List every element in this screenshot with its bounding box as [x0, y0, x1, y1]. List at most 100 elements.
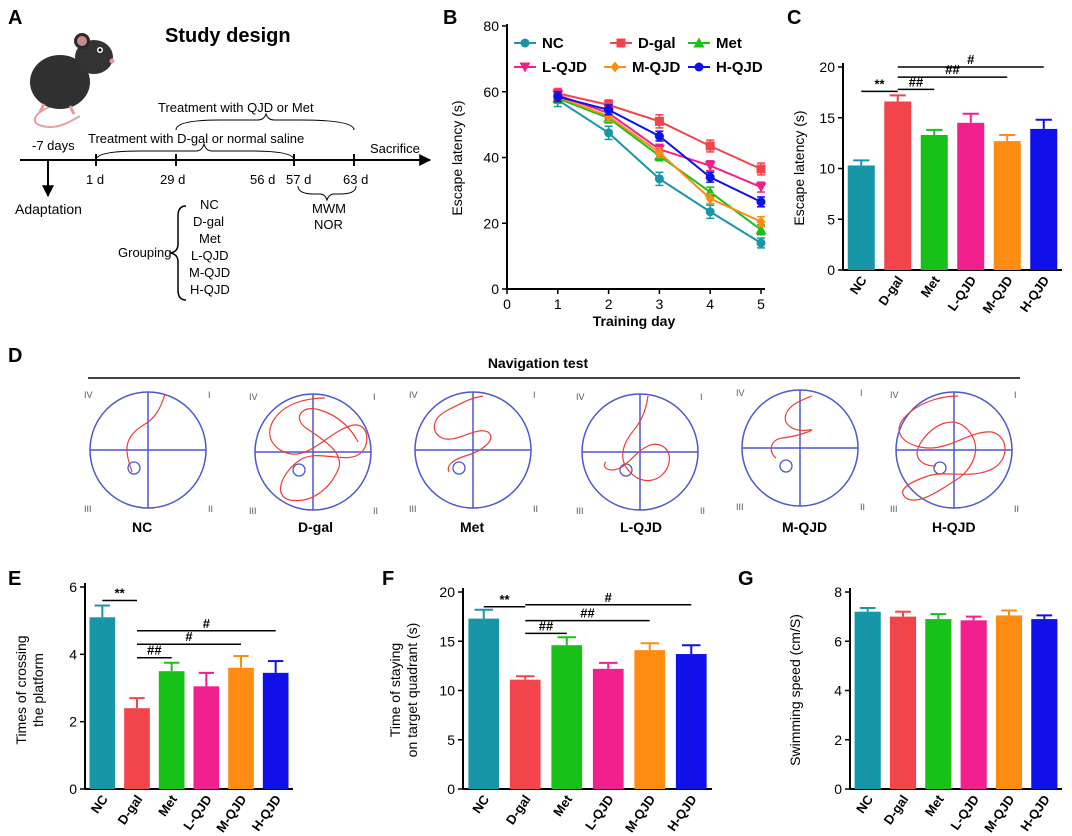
data-point — [654, 147, 664, 159]
significance-label: ## — [945, 62, 960, 77]
legend-item-hqjd: H-QJD — [688, 59, 763, 76]
quadrant-label: IV — [890, 390, 899, 400]
data-point — [616, 38, 626, 48]
x-tick-label: M-QJD — [979, 273, 1015, 316]
swim-track — [603, 395, 670, 482]
x-tick-label: L-QJD — [947, 792, 982, 833]
bar-nc — [89, 617, 116, 789]
maze-label: Met — [460, 519, 484, 535]
x-tick-label: D-gal — [875, 273, 906, 308]
quadrant-label: II — [533, 504, 538, 514]
x-tick-label: D-gal — [115, 792, 146, 827]
data-point — [705, 193, 715, 205]
escape-latency-bar-chart: Escape latency (s) 0 5 10 15 20 NC D-gal Met L-Q… — [791, 52, 1062, 316]
significance-label: ** — [874, 76, 885, 91]
x-tick-label: H-QJD — [249, 792, 284, 834]
y-tick-label: 0 — [491, 281, 499, 297]
x-tick-label: Met — [922, 792, 948, 819]
significance-label: # — [967, 52, 975, 67]
x-tick-label: Met — [550, 792, 576, 819]
platform-marker — [452, 461, 466, 475]
chart-g-ylabel: Swimming speed (cm/S) — [787, 614, 803, 766]
quadrant-label: III — [736, 502, 744, 512]
bar-hqjd — [1030, 128, 1058, 270]
swim-track — [433, 395, 492, 473]
x-tick-label: L-QJD — [582, 792, 617, 833]
quadrant-label: IV — [576, 392, 585, 402]
group-label-met: Met — [199, 231, 221, 246]
y-tick-label: 4 — [834, 683, 842, 699]
chart-e-ylabel-line1: Times of crossing — [13, 635, 29, 744]
significance-label: ## — [909, 74, 924, 89]
data-point — [756, 164, 766, 174]
x-tick-label: L-QJD — [945, 273, 980, 314]
data-point — [705, 172, 715, 182]
day-29-label: 29 d — [160, 172, 185, 187]
quadrant-label: IV — [84, 390, 93, 400]
y-tick-label: 5 — [827, 211, 835, 227]
x-tick-label: Met — [155, 792, 181, 819]
data-point — [704, 161, 716, 172]
significance-label: ## — [539, 618, 554, 633]
x-tick-label: M-QJD — [622, 792, 658, 835]
bar-dgal — [124, 708, 150, 789]
x-tick-label: Met — [918, 273, 944, 300]
platform-marker — [933, 461, 947, 475]
chart-c-ylabel: Escape latency (s) — [791, 110, 807, 225]
panel-label-c: C — [787, 7, 801, 29]
panel-label-d: D — [8, 345, 22, 367]
x-tick-label: D-gal — [503, 792, 534, 827]
panel-label-g: G — [738, 568, 754, 590]
data-point — [756, 238, 766, 248]
y-tick-label: 5 — [447, 732, 455, 748]
quadrant-label: III — [576, 506, 584, 516]
y-tick-label: 10 — [819, 161, 835, 177]
x-tick-label: 3 — [656, 296, 664, 312]
data-point — [705, 207, 715, 217]
data-point — [654, 116, 664, 126]
data-point — [705, 141, 715, 151]
data-point — [755, 182, 767, 193]
y-tick-label: 6 — [834, 633, 842, 649]
data-point — [693, 37, 705, 48]
quadrant-label: IV — [249, 392, 258, 402]
y-tick-label: 15 — [439, 633, 455, 649]
data-point — [654, 174, 664, 184]
quadrant-label: I — [860, 388, 863, 398]
day-57-label: 57 d — [286, 172, 311, 187]
y-tick-label: 0 — [69, 781, 77, 797]
bar-lqjd — [960, 620, 987, 789]
bar-nc — [468, 618, 500, 789]
maze-label: M-QJD — [782, 519, 827, 535]
data-point — [654, 131, 664, 141]
data-point — [756, 197, 766, 207]
data-point — [610, 61, 620, 73]
y-tick-label: 60 — [483, 84, 499, 100]
bar-dgal — [884, 101, 912, 270]
significance-label: # — [203, 616, 211, 631]
swim-track — [269, 397, 368, 502]
legend-label: M-QJD — [632, 59, 681, 76]
y-tick-label: 15 — [819, 110, 835, 126]
day-56-label: 56 d — [250, 172, 275, 187]
x-tick-label: D-gal — [881, 792, 912, 827]
data-point — [519, 62, 531, 73]
legend-item-lqjd: L-QJD — [514, 59, 587, 76]
quadrant-label: II — [373, 506, 378, 516]
sacrifice-label: Sacrifice — [370, 141, 420, 156]
y-tick-label: 0 — [447, 781, 455, 797]
quadrant-label: III — [890, 504, 898, 514]
y-tick-label: 20 — [819, 59, 835, 75]
bar-lqjd — [592, 668, 624, 789]
quadrant-label: I — [533, 390, 536, 400]
data-point — [520, 38, 530, 48]
x-tick-label: NC — [847, 273, 870, 297]
y-tick-label: 4 — [69, 646, 77, 662]
bar-nc — [854, 611, 881, 789]
bar-mqjd — [228, 667, 254, 789]
mouse-icon — [30, 33, 115, 128]
bar-lqjd — [957, 122, 985, 270]
quadrant-label: III — [249, 506, 257, 516]
quadrant-label: III — [84, 504, 92, 514]
